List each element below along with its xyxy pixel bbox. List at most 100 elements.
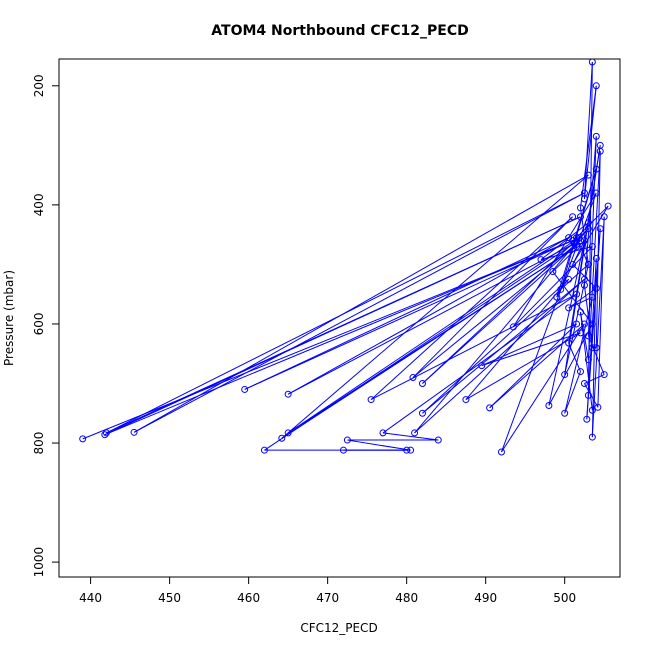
series-line-segment bbox=[568, 342, 581, 372]
data-point bbox=[565, 339, 573, 347]
x-tick-label: 480 bbox=[395, 591, 418, 605]
data-point bbox=[478, 362, 486, 370]
data-point bbox=[592, 82, 600, 90]
series-line-segment bbox=[587, 335, 605, 375]
data-point bbox=[580, 281, 588, 289]
data-point bbox=[553, 293, 561, 301]
data-point bbox=[588, 320, 596, 328]
data-point bbox=[600, 213, 608, 221]
series-line-segment bbox=[382, 432, 439, 441]
series-line-segment bbox=[133, 174, 589, 433]
series-line-segment bbox=[583, 85, 597, 199]
series-line-segment bbox=[560, 264, 589, 290]
data-point bbox=[434, 436, 442, 444]
series-line-segment bbox=[412, 216, 573, 378]
data-point bbox=[584, 219, 592, 227]
series-line-segment bbox=[548, 222, 589, 406]
data-point bbox=[367, 396, 375, 404]
x-axis-label: CFC12_PECD bbox=[300, 621, 377, 635]
x-axis: 440 450 460 470 480 490 500 bbox=[79, 576, 576, 605]
x-tick-label: 450 bbox=[158, 591, 181, 605]
series-line-segment bbox=[568, 287, 597, 309]
y-axis-label: Pressure (mbar) bbox=[2, 270, 16, 366]
data-point bbox=[576, 329, 584, 337]
data-point bbox=[584, 171, 592, 179]
series-line-segment bbox=[576, 205, 609, 238]
data-point bbox=[418, 409, 426, 417]
data-point bbox=[557, 285, 565, 293]
series-line-segment bbox=[287, 237, 569, 395]
data-point bbox=[570, 240, 578, 248]
x-tick-label: 460 bbox=[237, 591, 260, 605]
data-point bbox=[580, 379, 588, 387]
data-point bbox=[576, 204, 584, 212]
data-point bbox=[592, 254, 600, 262]
data-point bbox=[583, 415, 591, 423]
y-axis: 200 400 600 800 1000 bbox=[32, 74, 60, 578]
series-line-segment bbox=[422, 278, 569, 414]
data-point bbox=[339, 446, 347, 454]
series-line-segment bbox=[414, 228, 589, 434]
data-point bbox=[569, 260, 577, 268]
data-point bbox=[588, 59, 596, 66]
series-line-segment bbox=[106, 216, 581, 434]
data-point bbox=[584, 391, 592, 399]
series-line-segment bbox=[568, 296, 593, 309]
data-point bbox=[545, 402, 553, 410]
data-point bbox=[596, 147, 604, 155]
data-point bbox=[537, 256, 545, 264]
data-point bbox=[411, 429, 419, 437]
series-line-segment bbox=[564, 297, 593, 414]
data-point bbox=[588, 344, 596, 352]
data-point bbox=[588, 406, 596, 414]
data-point bbox=[592, 132, 600, 140]
data-point bbox=[588, 243, 596, 251]
series-line-segment bbox=[465, 278, 570, 400]
data-point bbox=[592, 284, 600, 292]
data-point bbox=[101, 431, 109, 439]
y-tick-label: 800 bbox=[32, 432, 46, 455]
series-line-segment bbox=[552, 271, 593, 325]
data-point bbox=[573, 320, 581, 328]
series-line-segment bbox=[587, 151, 601, 360]
y-tick-label: 200 bbox=[32, 74, 46, 97]
series-line-segment bbox=[422, 228, 589, 384]
data-point bbox=[584, 260, 592, 268]
data-point bbox=[418, 379, 426, 387]
data-point bbox=[604, 202, 612, 210]
data-point bbox=[592, 165, 600, 173]
plot-area bbox=[79, 59, 612, 456]
series-line-segment bbox=[133, 192, 585, 433]
data-point bbox=[588, 293, 596, 301]
series-line-segment bbox=[597, 216, 605, 408]
series-line-segment bbox=[587, 136, 597, 336]
data-point bbox=[592, 344, 600, 352]
data-point bbox=[241, 385, 249, 393]
data-point bbox=[403, 446, 411, 454]
series-line-segment bbox=[481, 323, 577, 367]
series-line-segment bbox=[584, 374, 605, 384]
data-point bbox=[596, 225, 604, 233]
y-tick-label: 1000 bbox=[32, 547, 46, 578]
data-point bbox=[576, 368, 584, 376]
data-point bbox=[594, 403, 602, 411]
data-point bbox=[580, 195, 588, 203]
data-point bbox=[588, 433, 596, 441]
series-line-segment bbox=[481, 332, 581, 367]
series-line-segment bbox=[512, 246, 593, 328]
x-tick-label: 500 bbox=[553, 591, 576, 605]
x-tick-label: 440 bbox=[79, 591, 102, 605]
data-point bbox=[584, 332, 592, 340]
data-point bbox=[409, 374, 417, 382]
data-point bbox=[509, 323, 517, 331]
series-line-segment bbox=[287, 243, 575, 395]
data-point bbox=[407, 446, 415, 454]
data-point bbox=[584, 356, 592, 364]
series-line-segment bbox=[540, 222, 589, 261]
data-point bbox=[576, 213, 584, 221]
series-line-segment bbox=[422, 278, 585, 414]
data-point bbox=[592, 189, 600, 197]
data-point bbox=[561, 409, 569, 417]
series-line-segment bbox=[104, 240, 573, 436]
